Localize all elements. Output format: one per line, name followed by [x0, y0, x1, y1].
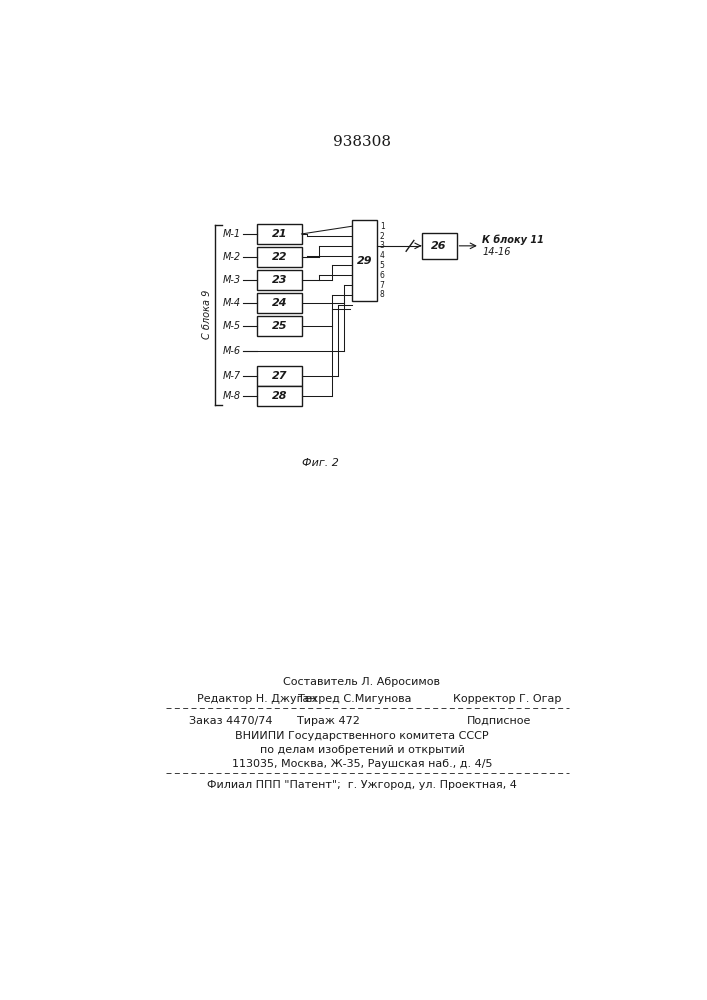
- Text: М-1: М-1: [223, 229, 241, 239]
- Text: М-4: М-4: [223, 298, 241, 308]
- Text: К блоку 11: К блоку 11: [482, 234, 544, 245]
- Text: Фиг. 2: Фиг. 2: [303, 458, 339, 468]
- Bar: [257, 270, 301, 290]
- Text: Филиал ППП "Патент";  г. Ужгород, ул. Проектная, 4: Филиал ППП "Патент"; г. Ужгород, ул. Про…: [207, 780, 517, 790]
- Text: С блока 9: С блока 9: [202, 290, 212, 339]
- Text: 6: 6: [380, 271, 385, 280]
- Text: М-3: М-3: [223, 275, 241, 285]
- Text: 25: 25: [271, 321, 287, 331]
- Text: 22: 22: [271, 252, 287, 262]
- Text: Составитель Л. Абросимов: Составитель Л. Абросимов: [284, 677, 440, 687]
- Text: Корректор Г. Огар: Корректор Г. Огар: [452, 694, 561, 704]
- Text: 26: 26: [431, 241, 447, 251]
- Text: 28: 28: [271, 391, 287, 401]
- Text: 29: 29: [357, 256, 373, 266]
- Text: по делам изобретений и открытий: по делам изобретений и открытий: [259, 745, 464, 755]
- Bar: [352, 220, 378, 301]
- Text: 3: 3: [380, 241, 385, 250]
- Text: 24: 24: [271, 298, 287, 308]
- Bar: [257, 316, 301, 336]
- Text: 21: 21: [271, 229, 287, 239]
- Text: Заказ 4470/74: Заказ 4470/74: [189, 716, 273, 726]
- Bar: [421, 233, 457, 259]
- Bar: [257, 224, 301, 244]
- Text: 4: 4: [380, 251, 385, 260]
- Text: Подписное: Подписное: [467, 716, 532, 726]
- Text: 14-16: 14-16: [482, 247, 510, 257]
- Bar: [257, 366, 301, 386]
- Text: Тираж 472: Тираж 472: [297, 716, 360, 726]
- Text: М-2: М-2: [223, 252, 241, 262]
- Text: 8: 8: [380, 290, 385, 299]
- Text: Редактор Н. Джуган: Редактор Н. Джуган: [197, 694, 317, 704]
- Text: М-7: М-7: [223, 371, 241, 381]
- Text: Техред С.Мигунова: Техред С.Мигунова: [298, 694, 411, 704]
- Bar: [257, 293, 301, 313]
- Text: 938308: 938308: [333, 135, 391, 149]
- Text: 23: 23: [271, 275, 287, 285]
- Text: М-6: М-6: [223, 346, 241, 356]
- Text: М-5: М-5: [223, 321, 241, 331]
- Bar: [257, 386, 301, 406]
- Text: 27: 27: [271, 371, 287, 381]
- Bar: [257, 247, 301, 267]
- Text: М-8: М-8: [223, 391, 241, 401]
- Text: 1: 1: [380, 222, 385, 231]
- Text: 113035, Москва, Ж-35, Раушская наб., д. 4/5: 113035, Москва, Ж-35, Раушская наб., д. …: [232, 759, 492, 769]
- Text: 7: 7: [380, 280, 385, 290]
- Text: ВНИИПИ Государственного комитета СССР: ВНИИПИ Государственного комитета СССР: [235, 731, 489, 741]
- Text: 2: 2: [380, 232, 385, 241]
- Text: 5: 5: [380, 261, 385, 270]
